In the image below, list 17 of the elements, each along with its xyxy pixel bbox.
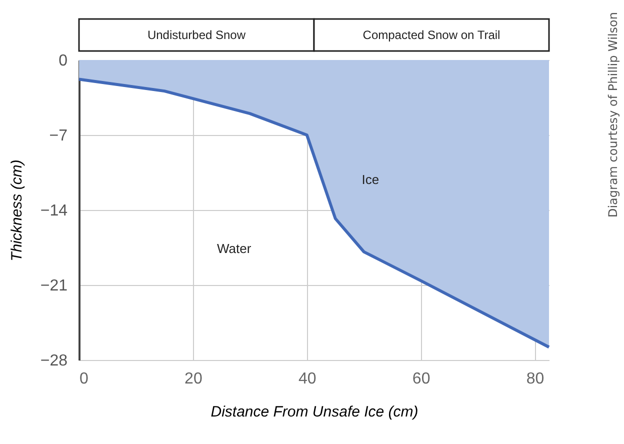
y-tick-label: −21 [40,278,68,294]
annotation: Water [217,241,252,256]
text: Diagram courtesy of Phillip Wilson [606,12,620,218]
annotation: Ice [362,172,380,187]
x-tick-label: 0 [80,370,88,388]
y-tick-label: −28 [40,352,68,370]
x-tick-label: 60 [412,370,430,388]
x-tick-label: 40 [298,370,316,388]
text: Compacted Snow on Trail [362,28,500,42]
x-tick-label: 20 [184,370,202,388]
y-axis-title: Thickness (cm) [8,160,26,262]
y-tick-label: −14 [40,202,68,220]
x-axis-title: Distance From Unsafe Ice (cm) [210,404,418,420]
y-tick-label: −7 [49,128,68,144]
y-tick-label: 0 [58,52,68,70]
text: Undisturbed Snow [147,28,246,42]
x-tick-label: 80 [526,370,544,388]
